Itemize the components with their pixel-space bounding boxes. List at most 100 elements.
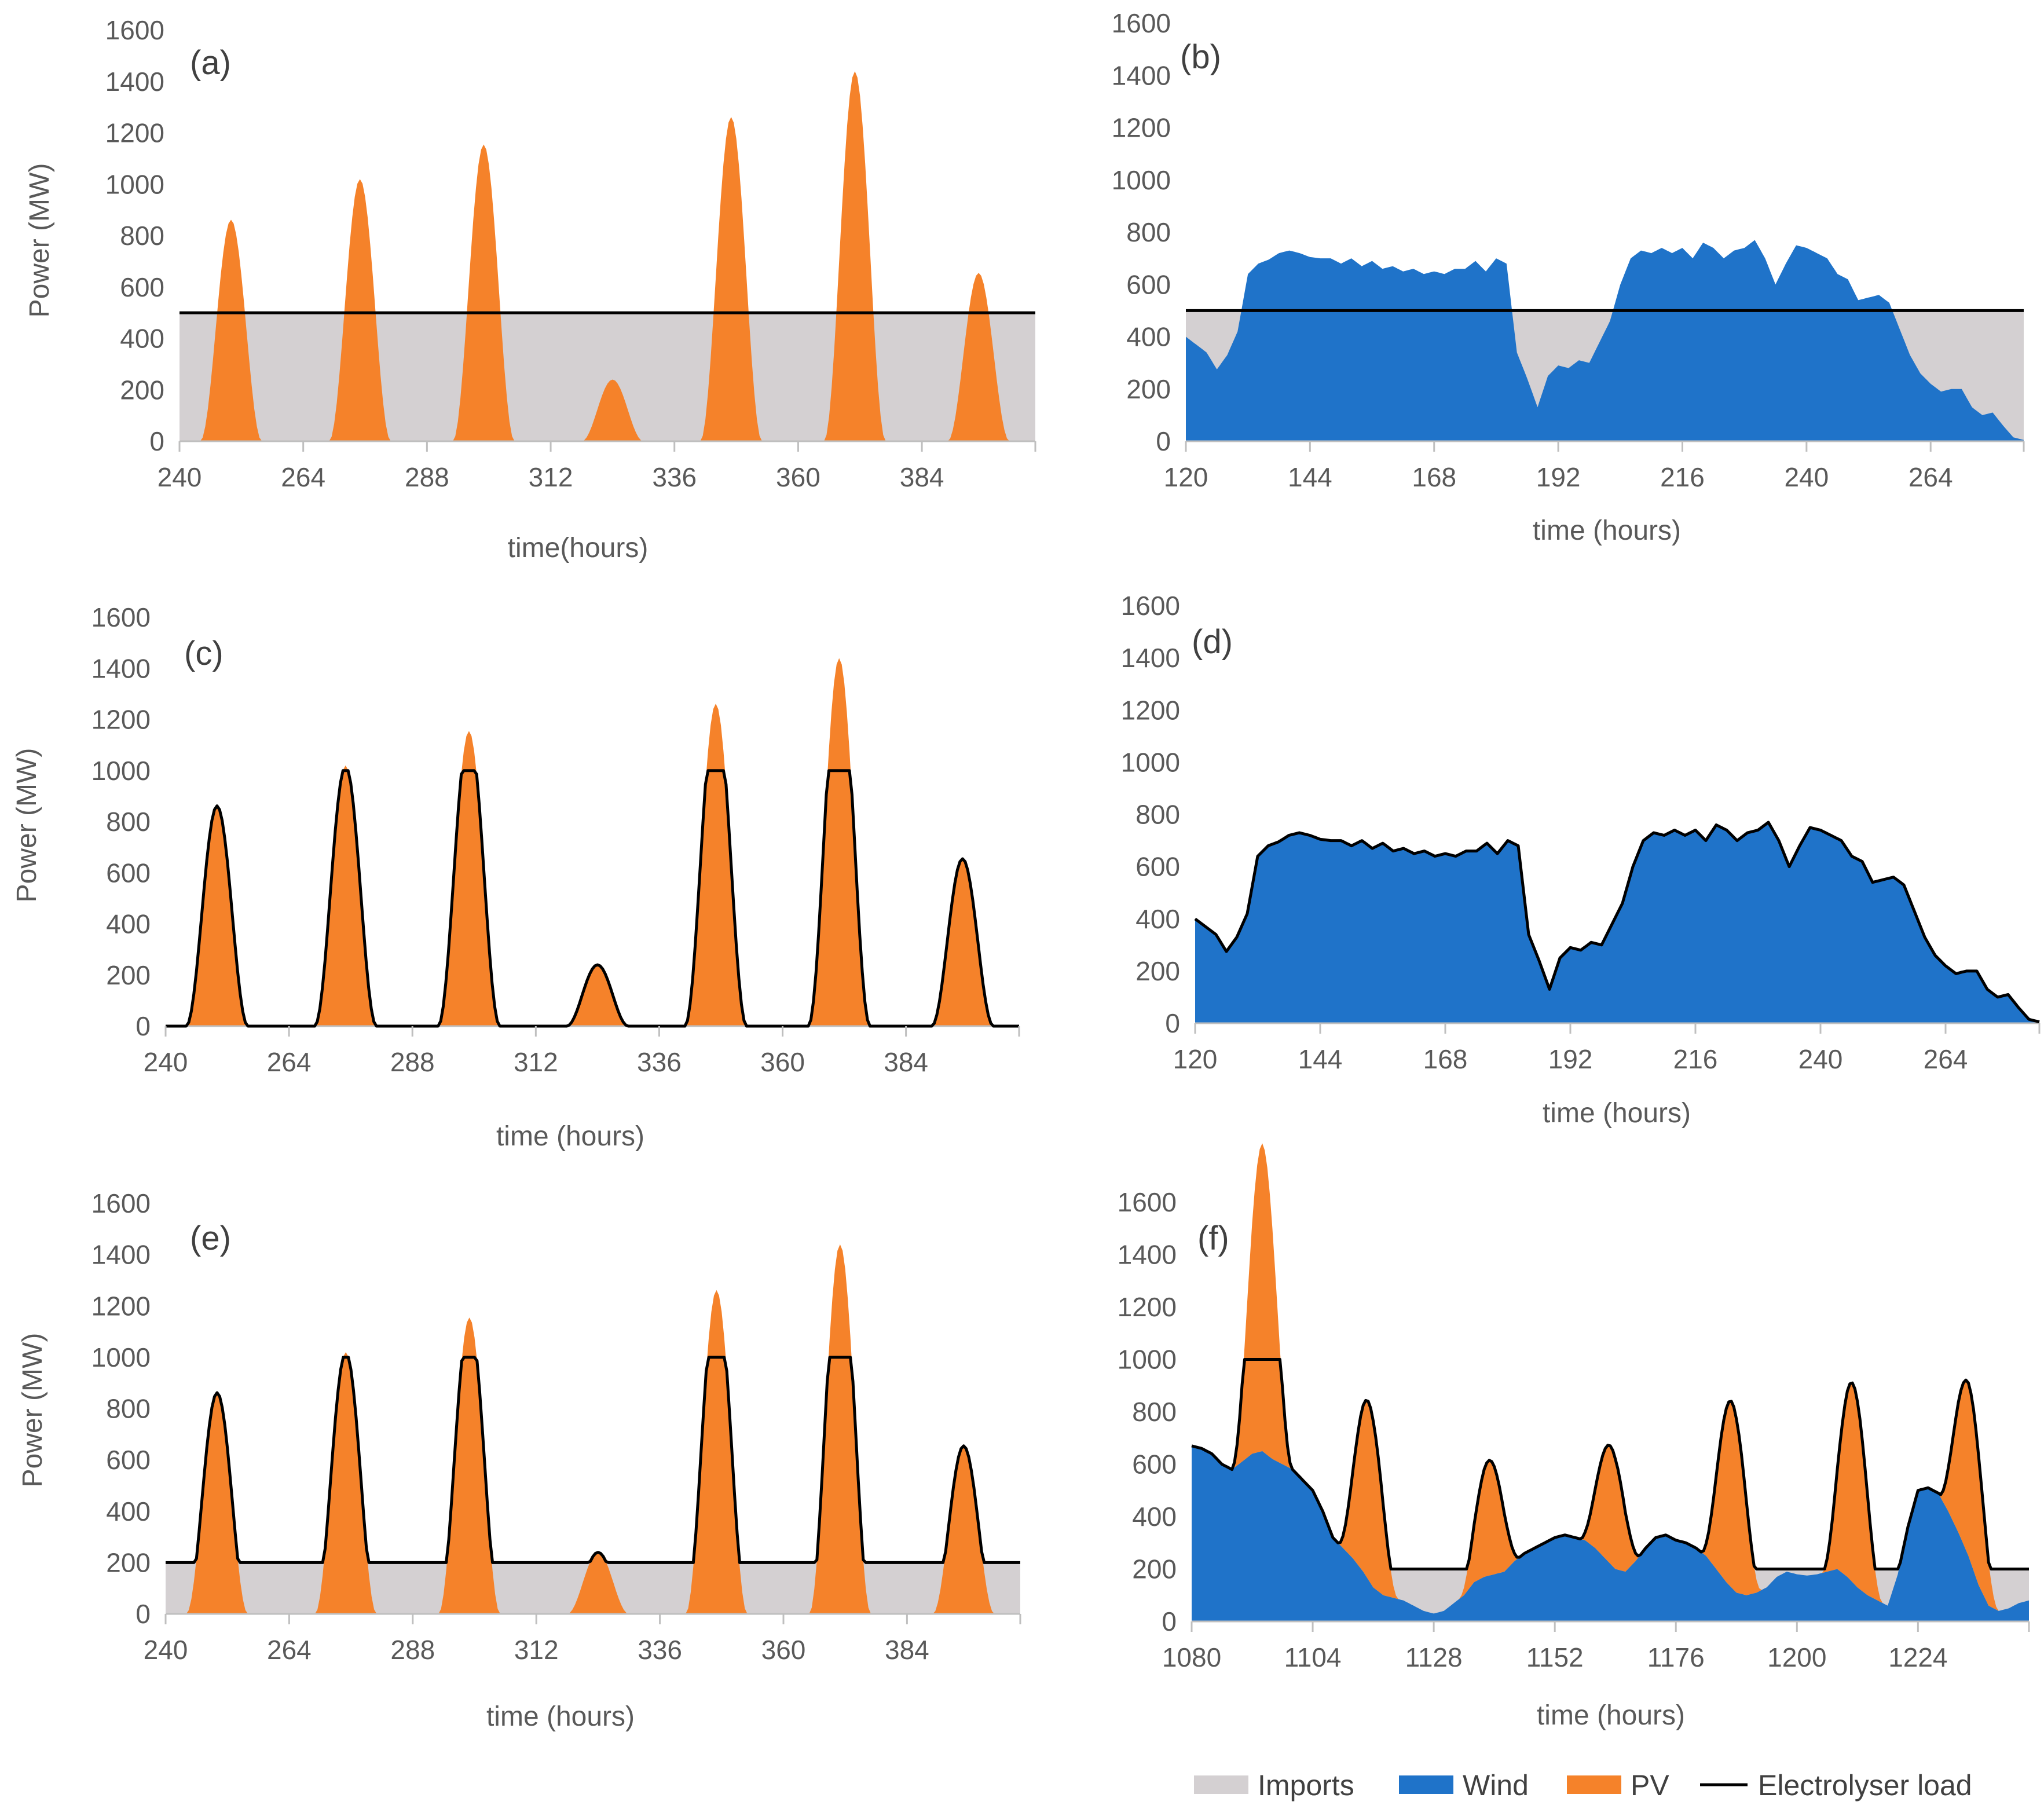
x-tick-label: 336	[637, 1047, 682, 1077]
y-tick-label: 1600	[91, 1188, 151, 1218]
plot-area	[166, 658, 1019, 1026]
x-tick-label: 264	[281, 462, 325, 492]
chart-panel-a: (a) Power (MW) time(hours) 0 200 400 600 800…	[24, 15, 1036, 563]
y-tick-label: 1000	[1121, 747, 1180, 777]
y-tick-label: 400	[1135, 904, 1180, 934]
x-axis-title: time (hours)	[1543, 1098, 1691, 1129]
y-tick-label: 800	[1135, 800, 1180, 830]
y-tick-label: 0	[1165, 1008, 1180, 1038]
y-tick-label: 200	[1132, 1554, 1177, 1584]
y-tick-label: 1200	[1112, 113, 1171, 143]
legend-label-load: Electrolyser load	[1758, 1769, 1972, 1802]
y-tick-label: 1400	[1112, 60, 1171, 90]
panel-label: (e)	[190, 1220, 231, 1257]
series-electrolyser-load-line	[166, 769, 1019, 1028]
y-tick-label: 1000	[91, 1342, 151, 1372]
series-electrolyser-load-line	[166, 1356, 1020, 1564]
x-tick-label: 312	[514, 1635, 559, 1665]
x-tick-label: 384	[884, 1047, 928, 1077]
chart-panel-c: (c) Power (MW) time (hours) 0 200 400 600 80…	[12, 602, 1020, 1152]
y-tick-label: 600	[120, 272, 164, 302]
plot-area	[180, 71, 1035, 441]
y-tick-label: 0	[135, 1599, 151, 1629]
y-axis-title: Power (MW)	[12, 748, 42, 903]
legend-swatch-pv	[1567, 1775, 1621, 1794]
panel-label: (c)	[184, 635, 224, 672]
y-tick-label: 0	[149, 426, 164, 456]
x-tick-label: 288	[390, 1635, 435, 1665]
y-tick-label: 400	[1132, 1502, 1177, 1532]
y-tick-label: 200	[1126, 374, 1171, 404]
y-tick-label: 0	[135, 1011, 151, 1041]
x-tick-label: 1080	[1162, 1642, 1221, 1672]
series-electrolyser-load-line	[1191, 1358, 2029, 1570]
y-tick-label: 800	[120, 221, 164, 251]
series-wind-area	[1192, 1445, 2029, 1621]
y-tick-label: 800	[106, 1394, 151, 1424]
y-tick-label: 0	[1162, 1606, 1177, 1636]
y-tick-label: 1200	[91, 705, 151, 735]
y-tick-label: 1000	[91, 756, 151, 786]
x-tick-label: 216	[1673, 1044, 1718, 1074]
y-tick-label: 1600	[91, 602, 151, 632]
y-tick-label: 200	[106, 1547, 151, 1577]
x-tick-label: 336	[638, 1635, 682, 1665]
y-tick-label: 1200	[1118, 1292, 1177, 1322]
x-tick-label: 384	[900, 462, 944, 492]
y-tick-label: 200	[1135, 956, 1180, 986]
y-tick-label: 400	[106, 909, 151, 939]
y-tick-label: 600	[1126, 269, 1171, 299]
x-tick-label: 264	[267, 1047, 312, 1077]
y-tick-label: 600	[1135, 852, 1180, 882]
y-tick-label: 600	[106, 858, 151, 888]
chart-panel-b: (b) time (hours) 0 200 400 600 800 1000 1200 14…	[1112, 8, 2025, 546]
series-pv-area	[1192, 1143, 2029, 1614]
panel-label: (b)	[1180, 38, 1221, 76]
series-electrolyser-load-line	[1194, 821, 2040, 1024]
legend-label-wind: Wind	[1463, 1769, 1529, 1802]
x-tick-label: 192	[1548, 1044, 1593, 1074]
x-tick-label: 360	[761, 1635, 806, 1665]
y-tick-label: 1600	[1118, 1187, 1177, 1217]
series-wind-area	[1195, 822, 2039, 1023]
x-tick-label: 264	[1909, 462, 1953, 492]
x-tick-label: 192	[1536, 462, 1581, 492]
x-axis-title: time (hours)	[486, 1701, 635, 1732]
x-tick-label: 384	[885, 1635, 929, 1665]
x-axis-title: time (hours)	[496, 1121, 644, 1152]
x-tick-label: 1128	[1405, 1642, 1463, 1672]
series-pv-area	[166, 658, 1019, 1026]
y-tick-label: 200	[106, 960, 151, 990]
y-tick-label: 1400	[1118, 1240, 1177, 1270]
y-tick-label: 400	[120, 324, 164, 354]
x-tick-label: 240	[1784, 462, 1829, 492]
chart-panel-f: (f) time (hours) 0 200 400 600 800 1000 1200 14…	[1118, 1143, 2030, 1731]
x-tick-label: 144	[1298, 1044, 1343, 1074]
x-tick-label: 360	[776, 462, 820, 492]
x-tick-label: 1152	[1526, 1642, 1584, 1672]
y-tick-label: 1000	[1118, 1345, 1177, 1375]
x-tick-label: 360	[760, 1047, 805, 1077]
x-tick-label: 144	[1288, 462, 1332, 492]
panel-label: (f)	[1197, 1220, 1229, 1257]
legend-label-pv: PV	[1631, 1769, 1669, 1802]
x-tick-label: 168	[1412, 462, 1456, 492]
y-tick-label: 1600	[1112, 8, 1171, 38]
x-tick-label: 120	[1164, 462, 1208, 492]
y-tick-label: 1400	[91, 1240, 151, 1270]
plot-area	[1192, 1143, 2029, 1621]
x-axis-title: time (hours)	[1533, 515, 1681, 546]
x-tick-label: 1176	[1647, 1642, 1705, 1672]
y-tick-label: 800	[1132, 1397, 1177, 1427]
legend-swatch-wind	[1399, 1775, 1453, 1794]
panel-label: (d)	[1192, 623, 1233, 661]
y-tick-label: 800	[106, 807, 151, 837]
x-tick-label: 168	[1423, 1044, 1468, 1074]
y-tick-label: 1200	[91, 1291, 151, 1321]
y-tick-label: 1600	[1121, 591, 1180, 621]
series-pv-area	[166, 1244, 1020, 1614]
y-tick-label: 1000	[105, 169, 164, 199]
legend-swatch-imports	[1194, 1775, 1248, 1794]
y-tick-label: 600	[106, 1445, 151, 1475]
